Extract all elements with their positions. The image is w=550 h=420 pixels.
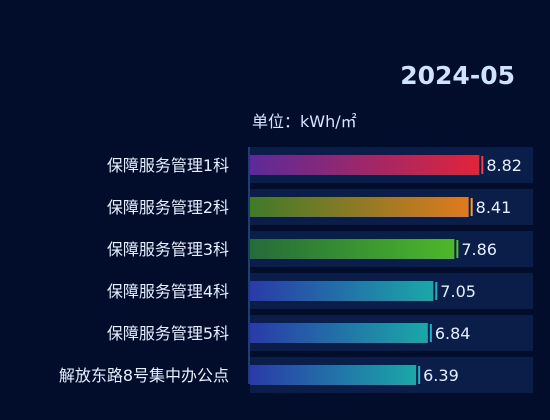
value-label: 7.05 [440,282,476,301]
bar-5[interactable] [250,323,428,343]
category-label: 保障服务管理4科 [107,282,229,301]
bar-3[interactable] [250,239,455,259]
category-label: 保障服务管理3科 [107,240,229,259]
bar-1[interactable] [250,155,480,175]
category-label: 保障服务管理5科 [107,324,229,343]
period-title: 2024-05 [400,61,515,90]
value-label: 7.86 [461,240,497,259]
bar-4[interactable] [250,281,434,301]
category-label: 保障服务管理1科 [107,156,229,175]
value-label: 6.84 [435,324,471,343]
bar-2[interactable] [250,197,469,217]
category-label: 保障服务管理2科 [107,198,229,217]
unit-label: 单位：kWh/㎡ [252,112,357,131]
bar-6[interactable] [250,365,417,385]
value-label: 6.39 [423,366,459,385]
value-label: 8.41 [476,198,512,217]
category-label: 解放东路8号集中办公点 [59,366,229,385]
value-label: 8.82 [486,156,522,175]
